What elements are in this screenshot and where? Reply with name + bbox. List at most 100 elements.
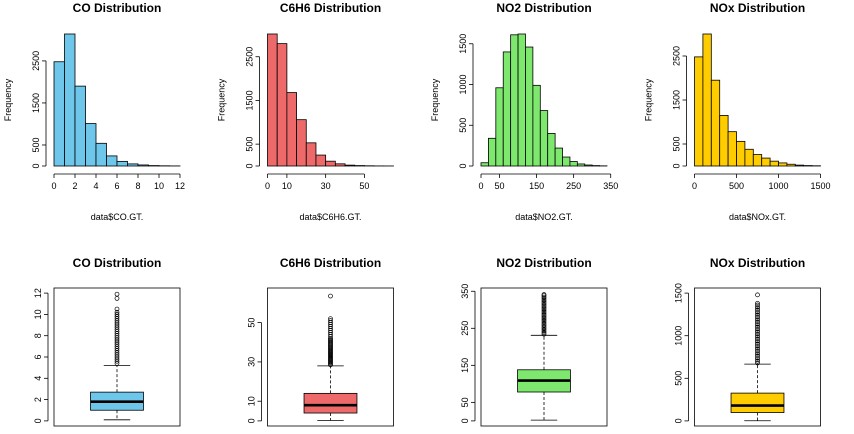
outlier-point <box>541 331 547 337</box>
histogram-bar <box>778 162 788 167</box>
histogram-bar <box>786 163 796 167</box>
x-tick-label: 2 <box>72 181 77 191</box>
histogram-bar <box>736 140 746 167</box>
outlier-point <box>755 352 760 357</box>
outlier-point <box>114 306 120 312</box>
x-tick-label: 10 <box>154 181 164 191</box>
y-tick-label: 500 <box>674 371 684 386</box>
y-tick-label: 0 <box>247 418 257 423</box>
histogram-bar <box>127 163 139 167</box>
outlier-point <box>755 338 760 344</box>
outlier-point <box>755 360 760 366</box>
histogram-bar <box>276 43 288 167</box>
outlier-point <box>541 292 547 297</box>
outlier-point <box>541 297 547 303</box>
histogram-bar <box>554 147 563 167</box>
y-tick-label: 500 <box>245 137 255 152</box>
y-tick-label: 1500 <box>674 283 684 303</box>
y-tick-label: 500 <box>458 118 468 133</box>
outlier-point <box>755 321 760 327</box>
outlier-point <box>755 358 760 364</box>
chart-title: C6H6 Distribution <box>280 256 381 270</box>
x-tick-label: 1500 <box>810 181 830 191</box>
chart-title: NOx Distribution <box>710 256 805 270</box>
chart-title: CO Distribution <box>73 1 162 15</box>
y-tick-label: 500 <box>31 137 41 152</box>
y-tick-label: 2 <box>33 397 43 402</box>
histogram-bar <box>267 33 278 167</box>
outlier-point <box>541 315 547 321</box>
histogram-bar <box>719 115 729 167</box>
histogram-bar <box>85 123 97 167</box>
x-tick-label: 50 <box>359 181 369 191</box>
chart-title: CO Distribution <box>73 256 162 270</box>
outlier-point <box>541 305 547 310</box>
outlier-point <box>755 336 760 342</box>
y-tick-label: 350 <box>460 284 470 299</box>
y-tick-label: 4 <box>33 376 43 381</box>
x-tick-label: 4 <box>93 181 98 191</box>
y-tick-label: 2500 <box>672 46 682 66</box>
outlier-point <box>755 353 760 359</box>
x-axis-label: data$NO2.GT. <box>515 212 573 222</box>
histogram-bar <box>761 157 771 167</box>
y-tick-label: 0 <box>674 418 684 423</box>
outlier-point <box>755 331 760 337</box>
chart-title: NO2 Distribution <box>496 256 591 270</box>
outlier-point <box>541 328 547 334</box>
histogram-bar <box>702 33 712 167</box>
histogram-bar <box>562 156 571 167</box>
outlier-point <box>755 316 760 322</box>
y-tick-label: 150 <box>460 358 470 373</box>
histogram-bar <box>525 46 534 167</box>
outlier-point <box>541 300 547 306</box>
outlier-point <box>755 309 760 315</box>
outlier-point <box>541 327 547 333</box>
outlier-point <box>755 343 760 349</box>
histogram-2: C6H6 Distribution 0 10 30 50 data$C6H6.GT. 0 50… <box>217 1 394 222</box>
outlier-point <box>114 312 120 317</box>
histogram-bar <box>137 164 149 167</box>
y-tick-label: 1500 <box>245 90 255 110</box>
histogram-4: NOx Distribution 0 500 1000 1500 data$NOx.GT.… <box>644 1 831 222</box>
x-tick-label: 1000 <box>768 181 788 191</box>
outlier-point <box>755 355 760 361</box>
histogram-bar <box>480 162 489 167</box>
histogram-bar <box>584 164 593 167</box>
y-tick-label: 0 <box>33 418 43 423</box>
outlier-point <box>755 340 760 345</box>
box-iqr <box>303 392 358 414</box>
y-tick-label: 500 <box>672 136 682 151</box>
outlier-point <box>755 314 760 320</box>
x-tick-label: 500 <box>729 181 744 191</box>
outlier-point <box>755 323 760 328</box>
x-tick-label: 350 <box>603 181 618 191</box>
boxplot-2: C6H6 Distribution 0 10 30 50 <box>247 256 394 427</box>
chart-title: C6H6 Distribution <box>280 1 381 15</box>
y-axis-label: Frequency <box>644 78 654 121</box>
histogram-bar <box>539 110 549 167</box>
y-tick-label: 6 <box>33 354 43 359</box>
y-tick-label: 1500 <box>31 93 41 113</box>
x-axis-label: data$NOx.GT. <box>729 212 786 222</box>
histogram-bar <box>727 131 737 167</box>
y-tick-label: 1000 <box>458 75 468 95</box>
outlier-point <box>541 308 547 313</box>
outlier-point <box>755 326 760 332</box>
outlier-point <box>541 320 547 325</box>
x-tick-label: 10 <box>282 181 292 191</box>
y-tick-label: 30 <box>247 357 257 367</box>
outlier-point <box>755 341 760 347</box>
y-tick-label: 0 <box>245 163 255 168</box>
histogram-bar <box>74 85 86 167</box>
outlier-point <box>541 317 547 322</box>
plot-frame <box>694 287 821 427</box>
histogram-bar <box>488 137 497 167</box>
outlier-point <box>755 345 760 350</box>
histogram-bar <box>334 163 346 167</box>
outlier-point <box>541 321 547 327</box>
outlier-point <box>755 318 760 323</box>
histogram-bar <box>794 164 805 167</box>
y-tick-label: 1000 <box>674 326 684 346</box>
outlier-point <box>541 312 547 318</box>
